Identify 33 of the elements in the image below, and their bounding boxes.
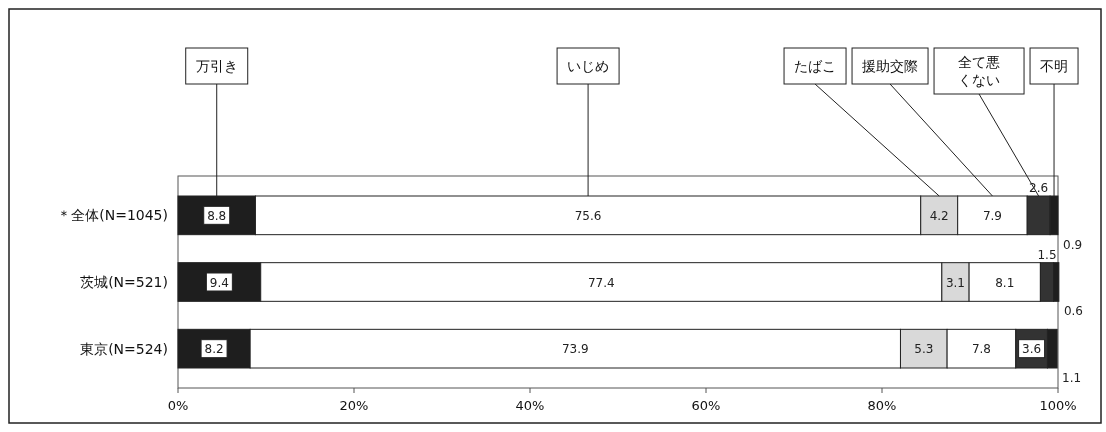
data-label: 4.2 (929, 208, 949, 223)
data-label: 2.6 (1029, 181, 1049, 195)
data-label: 1.1 (1062, 371, 1082, 385)
data-label: 1.5 (1037, 247, 1057, 262)
data-label: 3.6 (1022, 342, 1042, 357)
x-tick-label: 40% (515, 398, 545, 413)
text: たばこ (794, 58, 837, 74)
data-label: 73.9 (561, 342, 589, 357)
x-tick-label: 0% (167, 398, 189, 413)
data-label: 8.8 (207, 208, 227, 223)
data-label: 75.6 (574, 208, 602, 223)
text: 援助交際 (862, 58, 919, 74)
y-tick-label: ＊全体(N=1045) (57, 207, 168, 224)
data-label: 8.1 (995, 275, 1015, 290)
text: 不明 (1040, 58, 1069, 74)
data-label: 0.9 (1063, 237, 1083, 252)
text: 全て悪くない (958, 54, 1001, 88)
x-tick-label: 20% (339, 398, 369, 413)
data-label: 7.9 (982, 208, 1002, 223)
text: 万引き (195, 58, 238, 74)
data-label: 5.3 (914, 342, 934, 357)
y-tick-label: 茨城(N=521) (80, 274, 168, 290)
data-label: 0.6 (1063, 304, 1083, 319)
x-tick-label: 80% (867, 398, 897, 413)
text: いじめ (567, 58, 610, 74)
data-label: 8.2 (204, 342, 224, 357)
y-tick-label: 東京(N=524) (80, 340, 168, 357)
data-label: 3.1 (945, 275, 966, 290)
data-label: 77.4 (587, 275, 615, 290)
data-label: 7.8 (971, 342, 991, 357)
x-tick-label: 60% (691, 398, 721, 413)
data-label: 9.4 (209, 275, 229, 290)
x-tick-label: 100% (1039, 398, 1077, 413)
